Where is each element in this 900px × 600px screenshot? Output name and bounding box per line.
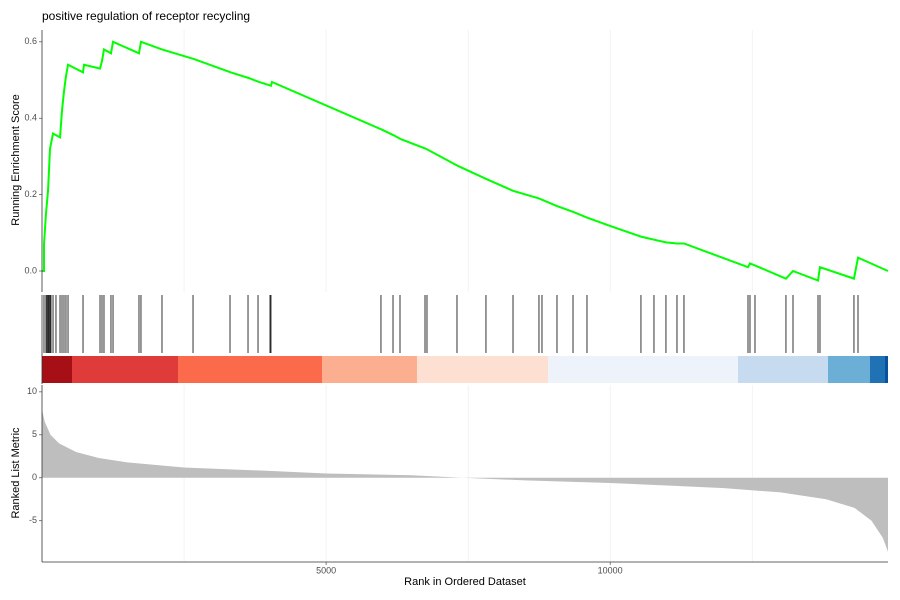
color-band xyxy=(828,356,870,383)
color-band xyxy=(321,356,417,383)
y-tick-label: 0 xyxy=(32,472,37,482)
chart-title: positive regulation of receptor recyclin… xyxy=(42,9,250,23)
y-axis-label: Ranked List Metric xyxy=(10,427,22,519)
y-tick-label: 0.2 xyxy=(24,189,37,199)
y-tick-label: 10 xyxy=(27,386,37,396)
color-band xyxy=(416,356,549,383)
y-axis-label: Running Enrichment Score xyxy=(10,94,22,225)
y-tick-label: -5 xyxy=(29,515,37,525)
color-band xyxy=(71,356,179,383)
color-band xyxy=(884,356,888,383)
x-axis-label: Rank in Ordered Dataset xyxy=(404,576,526,588)
color-band xyxy=(738,356,829,383)
color-band xyxy=(178,356,322,383)
x-tick-label: 10000 xyxy=(598,565,623,575)
x-tick-label: 5000 xyxy=(316,565,336,575)
y-tick-label: 0.6 xyxy=(24,36,37,46)
y-tick-label: 0.0 xyxy=(24,265,37,275)
y-tick-label: 0.4 xyxy=(24,113,37,123)
color-band xyxy=(869,356,885,383)
color-band xyxy=(42,356,72,383)
enrichment-line xyxy=(42,40,889,282)
y-tick-label: 5 xyxy=(32,429,37,439)
metric-area xyxy=(42,409,888,552)
color-band xyxy=(548,356,739,383)
